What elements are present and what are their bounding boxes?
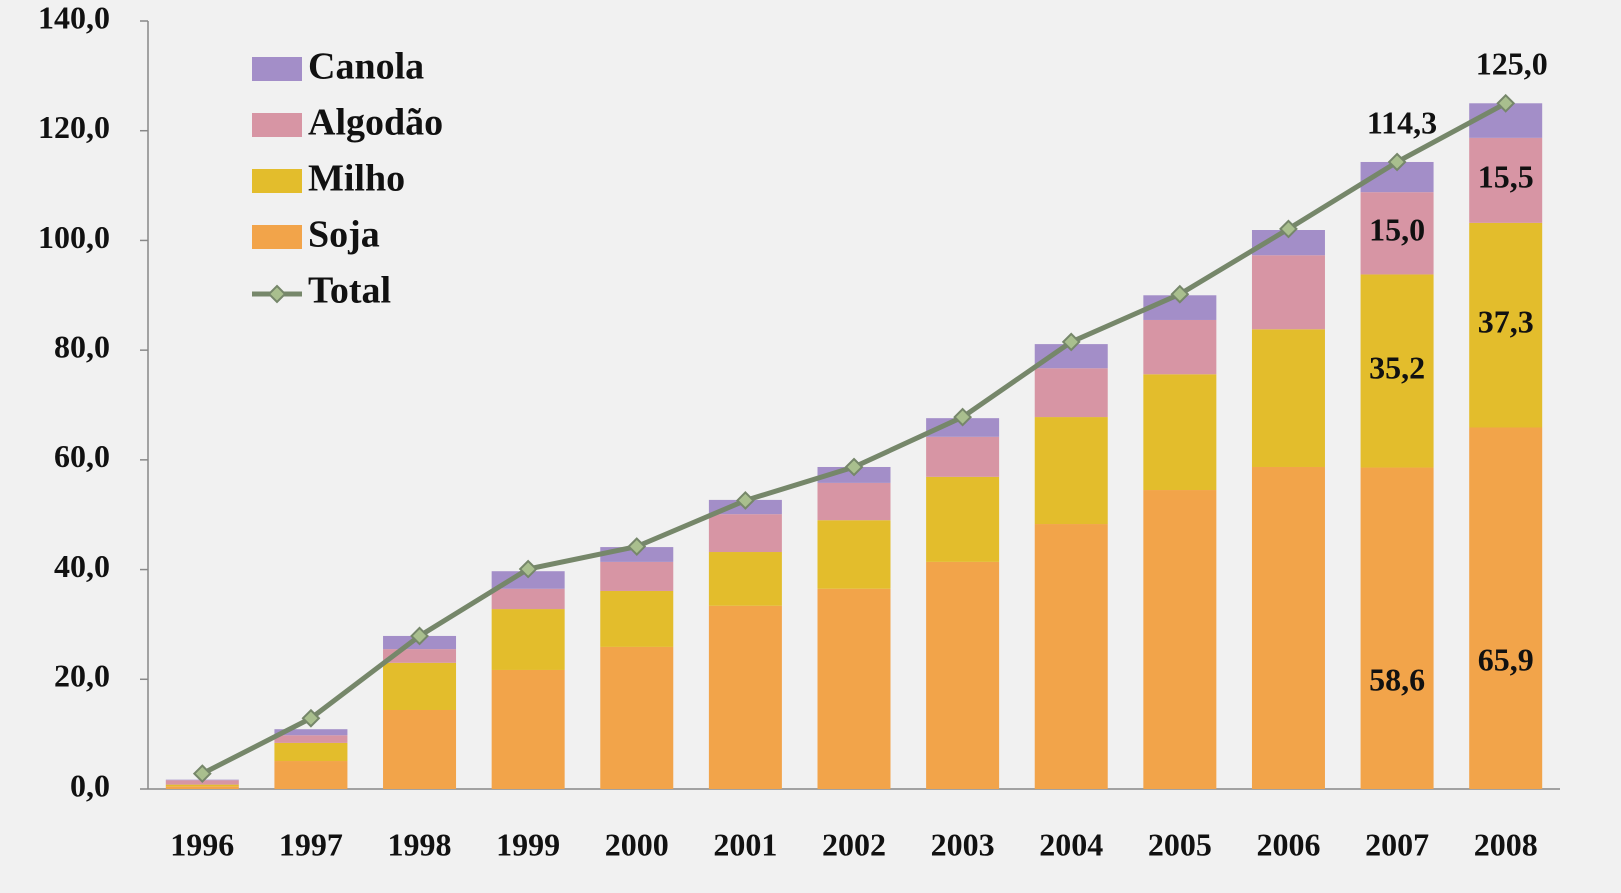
bar-segment [1360, 274, 1434, 468]
bar-segment [1143, 490, 1217, 789]
total-marker [627, 537, 647, 556]
legend-marker [267, 284, 287, 304]
total-marker [518, 559, 538, 579]
x-tick-label: 2000 [605, 826, 669, 862]
y-tick-label: 100,0 [38, 219, 110, 255]
y-tick-label: 80,0 [54, 328, 110, 364]
legend-label: Soja [308, 214, 380, 256]
total-label: 114,3 [1367, 104, 1437, 140]
x-tick-label: 1999 [496, 826, 560, 862]
data-label: 65,9 [1478, 642, 1534, 678]
bar-segment [1034, 524, 1108, 789]
total-marker [844, 457, 864, 477]
bar-segment [1251, 466, 1325, 789]
bar-segment [491, 571, 565, 589]
bar-segment [383, 662, 457, 711]
bar-segment [926, 561, 1000, 789]
x-tick-label: 2007 [1365, 826, 1429, 862]
bar-segment [274, 735, 348, 743]
total-label: 125,0 [1476, 46, 1548, 82]
bar-segment [926, 476, 1000, 562]
data-label: 15,0 [1369, 212, 1425, 248]
bar-segment [817, 588, 891, 789]
bar-segment [1251, 255, 1325, 330]
total-marker [1279, 219, 1298, 239]
legend-swatch [252, 169, 302, 193]
y-tick-label: 120,0 [38, 109, 110, 145]
x-tick-label: 1996 [170, 826, 234, 862]
x-tick-label: 2004 [1039, 826, 1103, 862]
total-marker [192, 764, 212, 784]
x-tick-label: 2006 [1256, 826, 1320, 862]
y-tick-label: 20,0 [54, 658, 110, 694]
bar-segment [708, 552, 782, 606]
bar-segment [1034, 368, 1108, 418]
total-marker [410, 626, 429, 646]
total-marker [953, 407, 973, 427]
x-tick-label: 2008 [1474, 826, 1538, 862]
legend-label: Milho [308, 158, 405, 200]
legend-label: Canola [308, 46, 424, 88]
y-tick-label: 0,0 [70, 767, 110, 803]
bar-segment [274, 729, 348, 736]
legend-label: Algodão [308, 102, 443, 144]
bar-segment [1469, 137, 1543, 223]
data-label: 15,5 [1478, 159, 1534, 195]
bar-segment [1143, 319, 1217, 375]
bar-segment [708, 605, 782, 789]
bar-segment [165, 784, 239, 787]
total-marker [301, 708, 321, 728]
bar-segment [600, 646, 674, 789]
bar-segment [491, 588, 565, 610]
bar-segment [274, 742, 348, 762]
x-tick-label: 2001 [713, 826, 777, 862]
x-tick-label: 2005 [1148, 826, 1212, 862]
y-tick-label: 40,0 [54, 548, 110, 584]
data-label: 35,2 [1369, 349, 1425, 385]
legend-swatch [252, 113, 302, 137]
legend-swatch [252, 225, 302, 249]
bar-segment [383, 710, 457, 789]
x-tick-label: 1998 [388, 826, 452, 862]
bar-segment [600, 561, 674, 591]
total-marker [1387, 152, 1407, 172]
bar-segment [1251, 329, 1325, 467]
bar-segment [817, 520, 891, 589]
total-marker [1496, 93, 1516, 113]
bar-segment [1469, 427, 1543, 789]
x-tick-label: 2003 [931, 826, 995, 862]
bar-segment [491, 669, 565, 789]
bar-segment [1143, 374, 1217, 491]
total-marker [1170, 284, 1190, 304]
bar-segment [708, 514, 782, 553]
bar-segment [926, 436, 1000, 477]
x-tick-label: 2002 [822, 826, 886, 862]
data-label: 58,6 [1369, 662, 1425, 698]
bar-segment [1034, 417, 1108, 525]
bar-segment [491, 609, 565, 670]
bar-segment [600, 590, 674, 647]
y-tick-label: 140,0 [38, 0, 110, 35]
total-marker [1061, 332, 1081, 352]
legend-label: Total [308, 270, 391, 312]
total-marker [735, 491, 755, 510]
y-tick-label: 60,0 [54, 438, 110, 474]
bar-segment [817, 482, 891, 521]
bar-segment [1360, 467, 1434, 789]
data-label: 37,3 [1478, 304, 1534, 340]
bar-segment [274, 761, 348, 789]
bar-segment [165, 786, 239, 789]
bar-segment [1469, 222, 1543, 428]
x-tick-label: 1997 [279, 826, 343, 862]
legend-swatch [252, 57, 302, 81]
bar-segment [1360, 192, 1434, 275]
